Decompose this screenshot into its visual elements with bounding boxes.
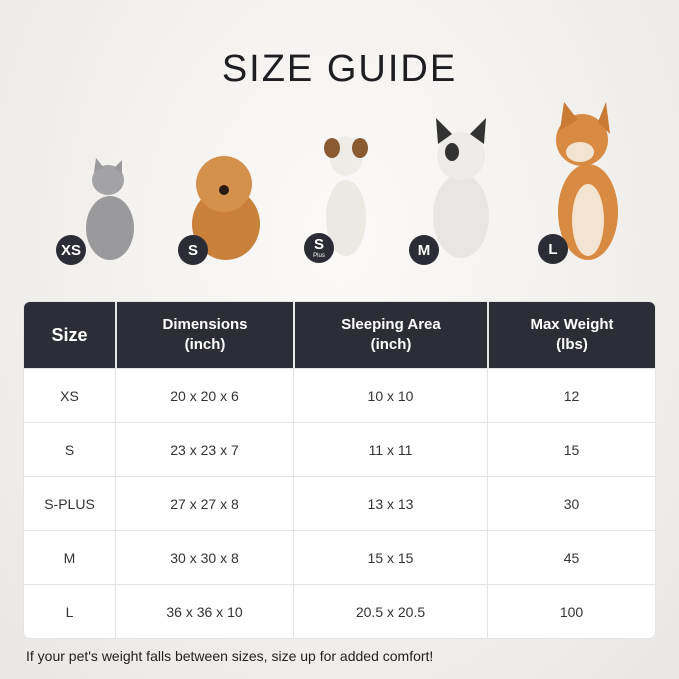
pomeranian-image [192, 156, 260, 260]
cell-size: S-PLUS [44, 495, 95, 512]
badge-label: S [313, 236, 324, 253]
size-badge-m: M [409, 235, 439, 265]
size-badge-xs: XS [56, 235, 86, 265]
cell-max-weight: 12 [487, 369, 655, 422]
cell-size: L [65, 603, 74, 620]
table-header: Size Dimensions (inch) Sleeping Area (in… [24, 302, 655, 368]
table-row: XS 20 x 20 x 6 10 x 10 12 [24, 368, 655, 422]
cell-size: M [63, 549, 76, 566]
size-badge-l: L [538, 234, 568, 264]
badge-label: M [417, 241, 431, 259]
cell-max-weight: 100 [487, 585, 655, 638]
table-row: S 23 x 23 x 7 11 x 11 15 [24, 422, 655, 476]
shiba-inu-image [556, 102, 618, 260]
cell-max-weight: 45 [487, 531, 655, 584]
size-badge-s: S [178, 235, 208, 265]
cell-size: S [64, 441, 75, 458]
cell-sleeping-area: 20.5 x 20.5 [293, 585, 487, 638]
french-bulldog-image [433, 118, 489, 258]
badge-sublabel: Plus [313, 253, 325, 259]
table-row: M 30 x 30 x 8 15 x 15 45 [24, 530, 655, 584]
cell-dimensions: 27 x 27 x 8 [115, 477, 293, 530]
cell-dimensions: 30 x 30 x 8 [115, 531, 293, 584]
header-size: Size [51, 325, 88, 345]
table-row: L 36 x 36 x 10 20.5 x 20.5 100 [24, 584, 655, 638]
sizing-note: If your pet's weight falls between sizes… [26, 648, 434, 664]
jack-russell-image [324, 136, 368, 256]
page-title: SIZE GUIDE [221, 48, 458, 90]
header-max-weight: Max Weight (lbs) [487, 302, 655, 368]
badge-label: XS [60, 241, 81, 259]
size-table: Size Dimensions (inch) Sleeping Area (in… [24, 302, 655, 638]
size-badge-s-plus: S Plus [304, 233, 334, 263]
cell-size: XS [60, 387, 79, 404]
cell-sleeping-area: 13 x 13 [293, 477, 487, 530]
table-row: S-PLUS 27 x 27 x 8 13 x 13 30 [24, 476, 655, 530]
badge-label: L [548, 240, 558, 258]
cell-dimensions: 36 x 36 x 10 [115, 585, 293, 638]
badge-label: S [187, 241, 198, 259]
cat-image [86, 158, 134, 260]
cell-max-weight: 15 [487, 423, 655, 476]
cell-dimensions: 20 x 20 x 6 [115, 369, 293, 422]
cell-sleeping-area: 11 x 11 [293, 423, 487, 476]
cell-sleeping-area: 10 x 10 [293, 369, 487, 422]
cell-sleeping-area: 15 x 15 [293, 531, 487, 584]
cell-max-weight: 30 [487, 477, 655, 530]
header-sleeping-area: Sleeping Area (inch) [293, 302, 487, 368]
cell-dimensions: 23 x 23 x 7 [115, 423, 293, 476]
header-dimensions: Dimensions (inch) [115, 302, 293, 368]
